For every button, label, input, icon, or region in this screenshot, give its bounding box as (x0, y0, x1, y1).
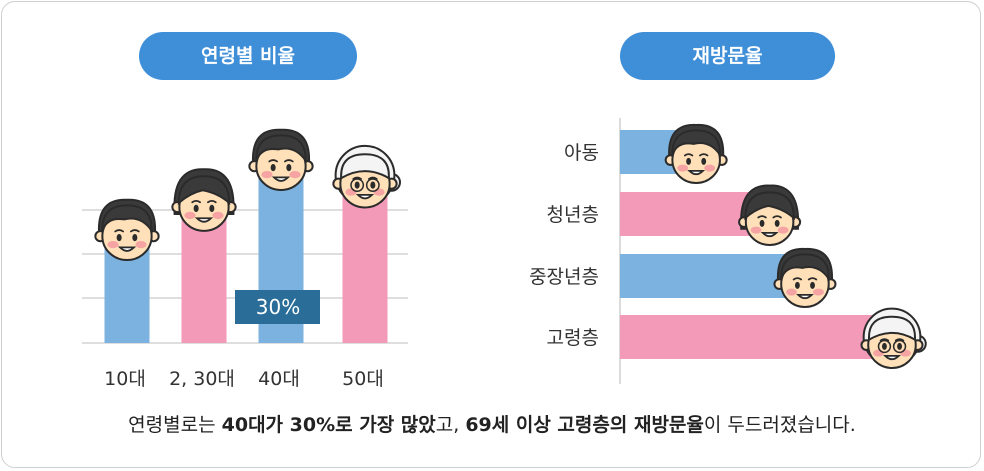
right-chart-bars (620, 130, 892, 359)
face-man-icon (773, 247, 837, 308)
face-woman-icon (171, 168, 237, 232)
face-grandma-icon (860, 307, 927, 369)
x-tick-label: 50대 (342, 368, 384, 390)
annotation-label: 30% (256, 295, 300, 319)
y-tick-label: 고령층 (547, 327, 599, 349)
bar-50대 (342, 185, 388, 343)
face-woman-icon (738, 184, 802, 247)
bar-고령층 (620, 315, 892, 359)
caption-part-2: 고, (435, 414, 466, 436)
caption-part-1: 연령별로는 (128, 414, 222, 436)
left-chart-annotation: 30% (235, 290, 320, 324)
y-tick-label: 청년층 (547, 204, 599, 226)
right-chart-faces (664, 123, 927, 369)
bar-중장년층 (620, 254, 805, 298)
face-grandma-icon (332, 144, 402, 209)
left-chart-faces (94, 128, 402, 261)
x-tick-label: 2, 30대 (169, 368, 235, 390)
caption-bold-2: 69세 이상 고령층의 재방문율 (465, 414, 704, 436)
face-man-icon (248, 128, 314, 191)
caption-bold-1: 40대가 30%로 가장 많았 (221, 414, 436, 436)
x-tick-label: 40대 (258, 368, 300, 390)
x-tick-label: 10대 (104, 368, 146, 390)
face-boy-icon (664, 123, 728, 185)
left-chart-labels: 10대 2, 30대 40대 50대 (104, 368, 384, 390)
age-ratio-title: 연령별 비율 (139, 32, 357, 80)
revisit-rate-title: 재방문율 (620, 32, 835, 80)
y-tick-label: 아동 (564, 142, 599, 164)
summary-caption: 연령별로는 40대가 30%로 가장 많았고, 69세 이상 고령층의 재방문율… (0, 410, 984, 437)
face-boy-icon (94, 198, 160, 261)
y-tick-label: 중장년층 (529, 266, 599, 288)
caption-part-3: 이 두드러졌습니다. (703, 414, 856, 436)
annotation-box (235, 290, 320, 324)
